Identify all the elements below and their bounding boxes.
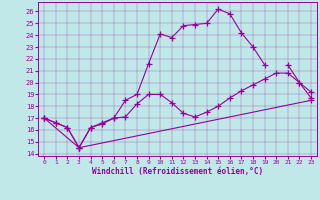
X-axis label: Windchill (Refroidissement éolien,°C): Windchill (Refroidissement éolien,°C) [92, 167, 263, 176]
